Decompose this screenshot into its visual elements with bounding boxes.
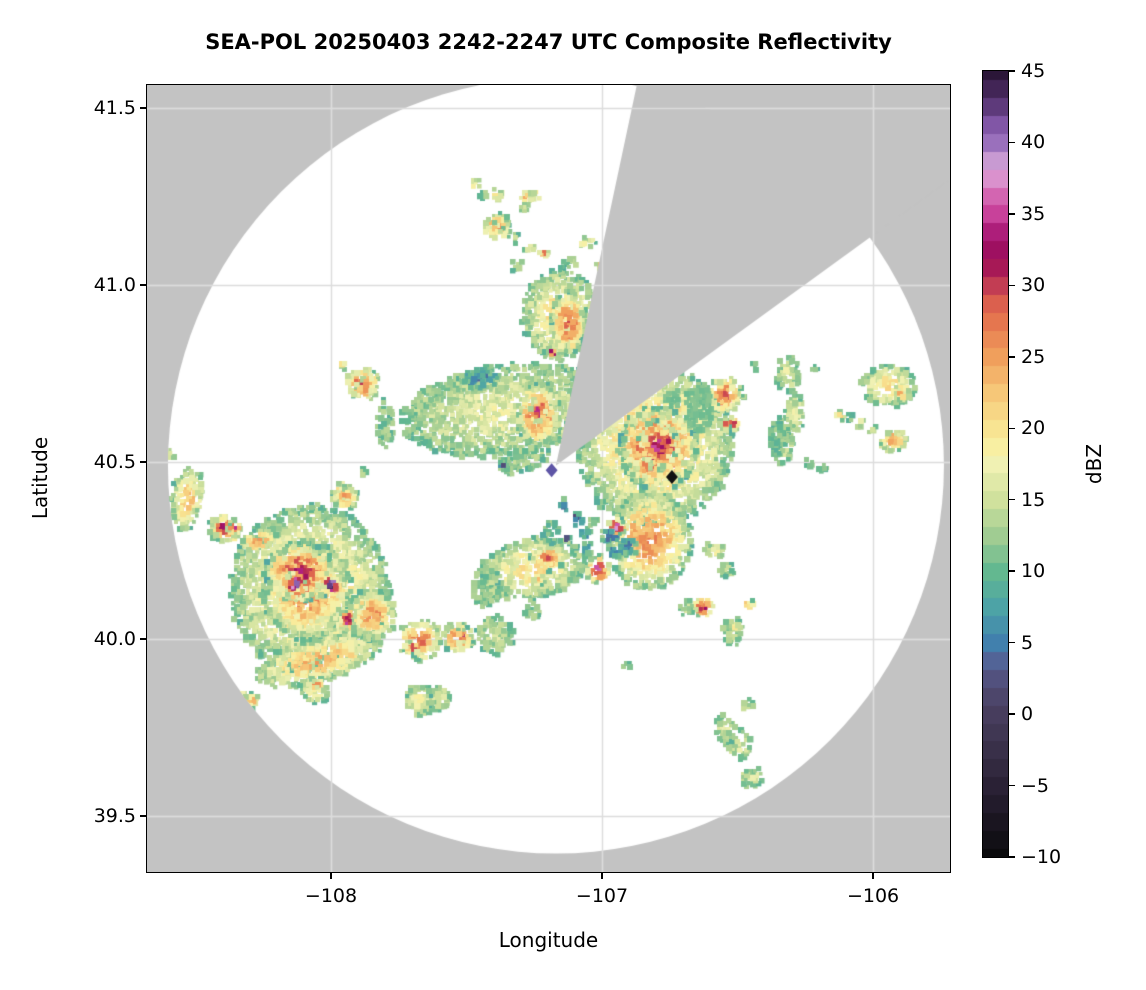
y-tick-mark: [139, 107, 146, 109]
y-tick-label: 40.0: [93, 628, 136, 651]
colorbar-tick-label: 45: [1021, 60, 1046, 82]
colorbar-tick-label: 20: [1021, 417, 1046, 440]
colorbar-tick-mark: [1008, 356, 1015, 358]
colorbar-tick-mark: [1008, 856, 1015, 858]
x-tick-label: −107: [575, 885, 629, 907]
colorbar-tick-label: 10: [1021, 560, 1046, 583]
x-tick-label: −106: [846, 885, 900, 907]
colorbar-tick-label: 35: [1021, 202, 1046, 225]
y-tick-label: 40.5: [93, 451, 136, 474]
y-tick-label: 39.5: [93, 805, 136, 828]
colorbar-tick-label: 30: [1021, 274, 1046, 297]
colorbar-tick-mark: [1008, 70, 1015, 72]
colorbar-tick-mark: [1008, 284, 1015, 287]
colorbar-tick-mark: [1008, 427, 1015, 430]
colorbar-tick-label: 0: [1021, 703, 1034, 726]
colorbar-tick-label: −10: [1021, 846, 1062, 868]
colorbar-tick-label: 40: [1021, 131, 1046, 154]
colorbar-label: dBZ: [1082, 443, 1106, 485]
colorbar-tick-mark: [1008, 641, 1015, 644]
plot-area: [145, 83, 951, 873]
y-tick-mark: [139, 461, 146, 463]
radar-reflectivity-canvas: [146, 84, 950, 872]
y-tick-mark: [139, 815, 146, 817]
x-axis-label: Longitude: [498, 928, 599, 952]
x-tick-mark: [872, 872, 874, 879]
colorbar: [981, 69, 1009, 858]
colorbar-tick-mark: [1008, 784, 1015, 787]
y-tick-mark: [139, 284, 146, 286]
y-axis-label: Latitude: [28, 436, 52, 520]
colorbar-tick-label: −5: [1021, 774, 1050, 797]
x-tick-mark: [601, 872, 603, 879]
colorbar-tick-mark: [1008, 570, 1015, 572]
y-tick-label: 41.5: [93, 97, 136, 119]
colorbar-tick-mark: [1008, 141, 1015, 144]
colorbar-tick-label: 15: [1021, 488, 1046, 511]
chart-title: SEA-POL 20250403 2242-2247 UTC Composite…: [205, 30, 892, 54]
colorbar-gradient-canvas: [982, 70, 1008, 857]
colorbar-tick-mark: [1008, 213, 1015, 215]
y-tick-label: 41.0: [93, 274, 136, 297]
y-tick-mark: [139, 638, 146, 640]
colorbar-tick-mark: [1008, 713, 1015, 715]
colorbar-tick-label: 25: [1021, 345, 1046, 368]
x-tick-mark: [330, 872, 332, 879]
x-tick-label: −108: [304, 885, 358, 907]
colorbar-tick-mark: [1008, 498, 1015, 501]
colorbar-tick-label: 5: [1021, 631, 1034, 654]
